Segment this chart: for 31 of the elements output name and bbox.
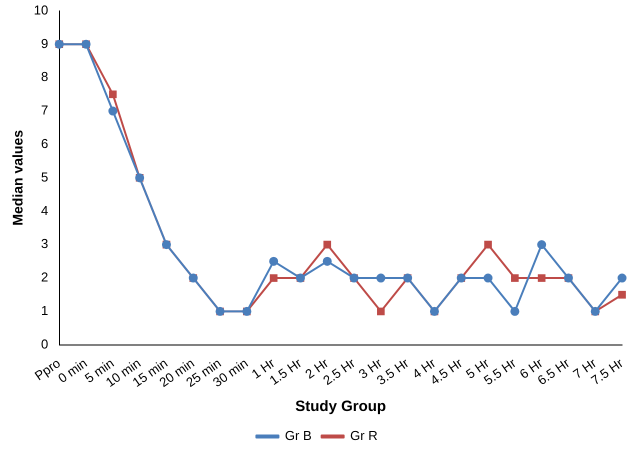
x-axis-title: Study Group xyxy=(295,398,386,416)
point xyxy=(322,256,332,266)
point xyxy=(376,274,386,283)
legend-label: Gr R xyxy=(350,428,378,444)
y-tick-label: 3 xyxy=(41,236,48,252)
point xyxy=(538,274,546,282)
point xyxy=(269,256,278,266)
y-tick-label: 7 xyxy=(41,102,48,118)
point xyxy=(618,290,626,299)
y-tick-label: 4 xyxy=(41,202,48,218)
point xyxy=(377,308,385,316)
legend-label: Gr B xyxy=(284,428,312,444)
point xyxy=(108,106,118,116)
point xyxy=(109,90,117,98)
y-tick-label: 5 xyxy=(41,169,48,184)
point xyxy=(484,240,492,248)
y-tick-label: 0 xyxy=(41,336,48,352)
point xyxy=(511,274,519,282)
y-axis-title: Median values xyxy=(9,130,26,226)
point xyxy=(323,240,332,248)
y-tick-label: 1 xyxy=(41,303,48,318)
point xyxy=(537,240,546,250)
y-tick-label: 2 xyxy=(41,270,48,285)
y-tick-label: 10 xyxy=(34,2,48,18)
point xyxy=(510,306,520,316)
y-tick-label: 9 xyxy=(41,36,48,51)
y-tick-label: 6 xyxy=(41,136,48,151)
point xyxy=(270,274,278,282)
point xyxy=(618,274,627,283)
point xyxy=(484,274,493,283)
y-tick-label: 8 xyxy=(41,69,48,84)
